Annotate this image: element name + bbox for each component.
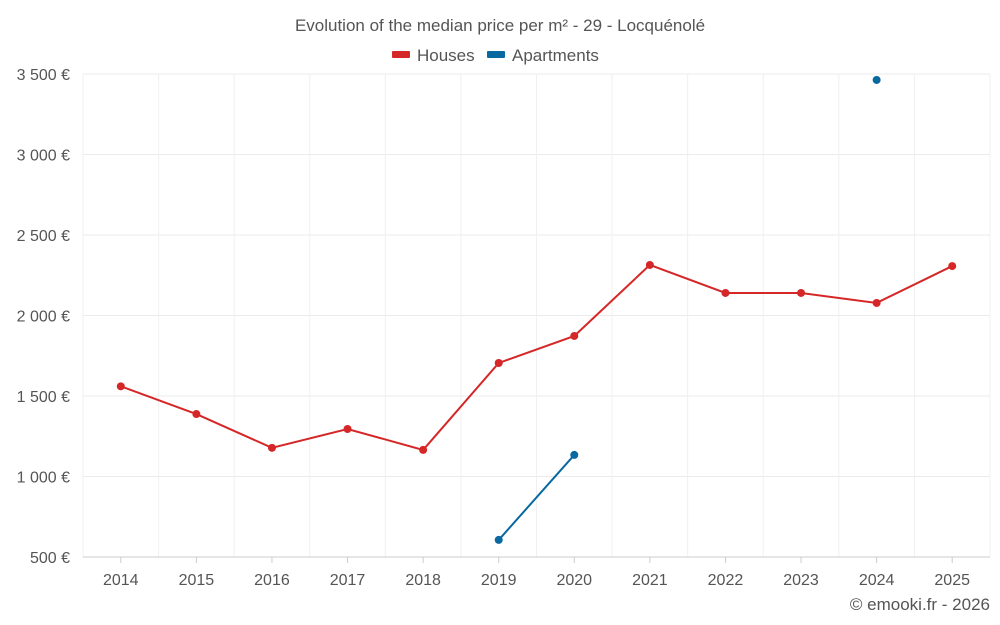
data-point [872, 75, 881, 84]
credit: © emooki.fr - 2026 [850, 595, 990, 614]
x-tick-label: 2016 [254, 572, 290, 589]
legend-swatch [487, 51, 505, 58]
y-tick-label: 1 500 € [17, 389, 70, 406]
data-point [570, 450, 579, 459]
y-tick-label: 3 000 € [17, 148, 70, 165]
data-point [645, 260, 654, 269]
axes: 500 € 1 000 € 1 500 € 2 000 € 2 500 € 3 000 €… [17, 67, 990, 589]
y-tick-label: 3 500 € [17, 67, 70, 84]
data-point [570, 331, 579, 340]
data-point [948, 262, 957, 271]
x-tick-label: 2023 [783, 572, 819, 589]
legend: Houses Apartments [392, 46, 599, 65]
data-point [116, 382, 125, 391]
data-point [419, 445, 428, 454]
series-houses [116, 260, 957, 454]
data-point [494, 535, 503, 544]
y-tick-label: 2 000 € [17, 309, 70, 326]
x-tick-label: 2025 [934, 572, 970, 589]
data-point [494, 358, 503, 367]
grid [82, 73, 991, 558]
x-tick-label: 2021 [632, 572, 668, 589]
data-point [192, 410, 201, 419]
y-tick-label: 1 000 € [17, 470, 70, 487]
series [116, 75, 957, 544]
data-point [872, 298, 881, 307]
chart-title: Evolution of the median price per m² - 2… [295, 16, 705, 35]
data-point [797, 288, 806, 297]
y-tick-label: 2 500 € [17, 228, 70, 245]
series-line [120, 263, 953, 452]
x-tick-label: 2024 [859, 572, 895, 589]
x-tick-label: 2019 [481, 572, 517, 589]
series-line [497, 454, 576, 541]
data-point [343, 425, 352, 434]
x-tick-label: 2014 [103, 572, 139, 589]
data-point [267, 443, 276, 452]
x-tick-label: 2020 [556, 572, 592, 589]
x-tick-label: 2018 [405, 572, 441, 589]
legend-label: Houses [417, 46, 475, 65]
legend-swatch [392, 51, 410, 58]
legend-label: Apartments [512, 46, 599, 65]
x-tick-label: 2017 [330, 572, 366, 589]
data-point [721, 288, 730, 297]
x-tick-label: 2015 [179, 572, 215, 589]
y-tick-label: 500 € [30, 550, 70, 567]
x-tick-label: 2022 [708, 572, 744, 589]
series-apartments [494, 75, 881, 544]
